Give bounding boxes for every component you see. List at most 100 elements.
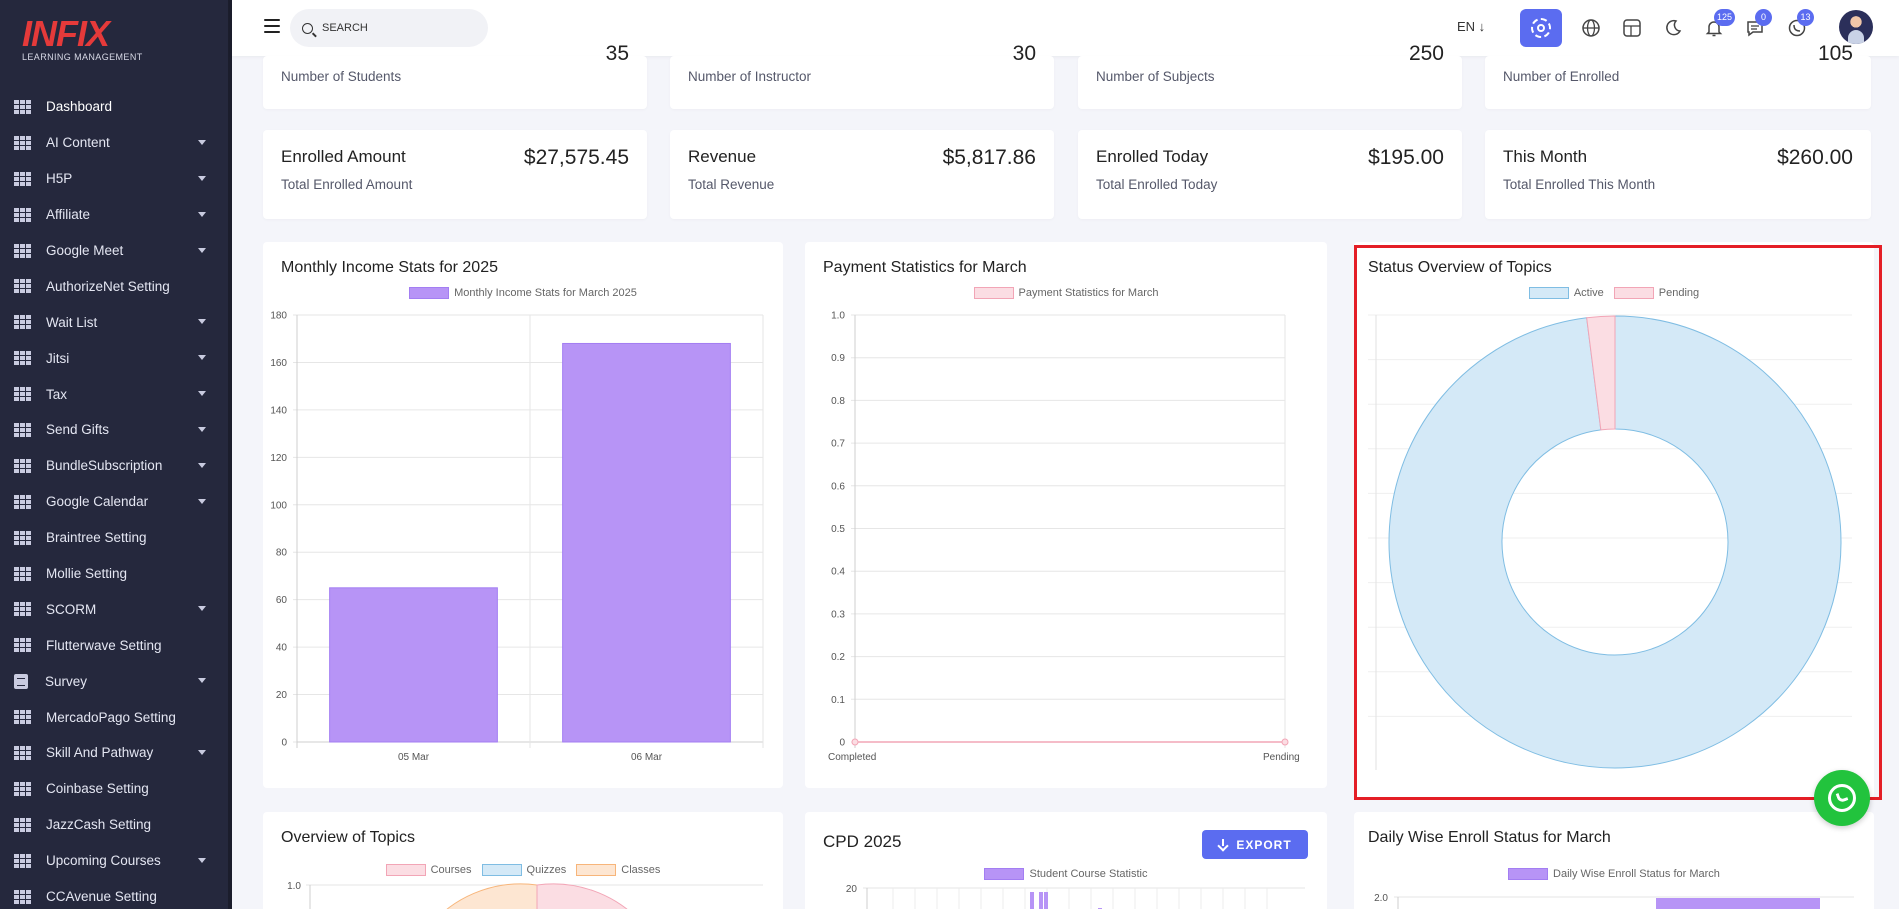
search-box[interactable] [290,9,488,47]
grid-icon [14,135,31,150]
language-selector[interactable]: EN ↓ [1457,19,1486,34]
grid-icon [14,494,31,509]
y-tick-label: 0.7 [831,439,845,450]
sidebar-item-wait-list[interactable]: Wait List [0,304,228,340]
data-point-completed [851,738,859,746]
sidebar-item-label: Google Meet [46,243,124,258]
x-tick-label: Completed [828,752,876,763]
sidebar-item-scorm[interactable]: SCORM [0,591,228,627]
legend-swatch [1613,287,1654,299]
export-label: EXPORT [1236,837,1292,852]
sidebar-item-dashboard[interactable]: Dashboard [0,89,228,125]
sidebar-item-label: Send Gifts [46,422,110,438]
sidebar-item-survey[interactable]: Survey [0,663,228,699]
sidebar-item-h5p[interactable]: H5P [0,161,228,197]
grid-icon [14,889,31,904]
sidebar-item-jazzcash-setting[interactable]: JazzCash Setting [0,807,228,843]
stat-card-students: 35 Number of Students [263,42,647,109]
document-icon [14,673,28,689]
stat-value: $260.00 [1777,146,1853,169]
grid-icon [14,817,31,832]
panel-title: Status Overview of Topics [1368,259,1552,276]
stat-label: Total Enrolled This Month [1503,177,1656,192]
sidebar-item-tax[interactable]: Tax [0,376,228,412]
stat-value: 105 [1817,42,1853,65]
avatar[interactable] [1839,10,1873,44]
search-input[interactable] [322,22,472,34]
cpd-bar [1044,892,1048,909]
legend-item-courses[interactable]: Courses [385,864,472,876]
grid-icon [14,781,31,796]
legend-item-active[interactable]: Active [1528,287,1604,299]
bar-06-mar [562,342,731,743]
grid-icon [14,207,31,222]
chevron-down-icon [198,211,206,217]
sidebar-item-bundlesubscription[interactable]: BundleSubscription [0,448,228,484]
chart-legend: Daily Wise Enroll Status for March [1354,868,1874,880]
sidebar-item-label: SCORM [46,601,97,617]
legend-item-classes[interactable]: Classes [576,864,660,876]
grid-icon [14,602,31,617]
legend-label: Courses [430,864,472,876]
sidebar-item-send-gifts[interactable]: Send Gifts [0,412,228,448]
sidebar-item-coinbase-setting[interactable]: Coinbase Setting [0,771,228,807]
legend-swatch [385,864,426,876]
legend-item-pending[interactable]: Pending [1613,287,1699,299]
stat-card-instructors: 30 Number of Instructor [670,42,1054,109]
legend-item-quizzes[interactable]: Quizzes [481,864,566,876]
whatsapp-chat-button[interactable] [1814,770,1870,826]
legend-item[interactable]: Monthly Income Stats for March 2025 [409,287,637,299]
sidebar-item-ccavenue-setting[interactable]: CCAvenue Setting [0,879,228,909]
y-tick-label: 20 [276,690,288,701]
whatsapp-icon[interactable]: 13 [1784,9,1814,41]
y-tick-label: 80 [276,548,288,559]
menu-icon[interactable] [264,19,280,33]
stat-label: Total Enrolled Today [1096,177,1218,192]
y-tick-label: 0.4 [831,567,845,578]
stat-card-enrolled: 105 Number of Enrolled [1485,42,1871,109]
y-tick-label: 120 [270,453,287,464]
sidebar-item-jitsi[interactable]: Jitsi [0,340,228,376]
stat-value: $27,575.45 [523,146,629,169]
y-tick-label: 0.5 [831,524,845,535]
stat-card-enrolled-today: Enrolled Today $195.00 Total Enrolled To… [1078,130,1462,219]
grid-icon [14,638,31,653]
chevron-down-icon [198,139,206,145]
chevron-down-icon [198,462,206,468]
daily-enroll-chart: 2.0 [1374,893,1854,909]
legend-item[interactable]: Daily Wise Enroll Status for March [1508,868,1720,880]
sidebar-item-flutterwave-setting[interactable]: Flutterwave Setting [0,627,228,663]
sidebar-item-affiliate[interactable]: Affiliate [0,197,228,233]
y-tick-label: 0.2 [831,652,845,663]
sidebar-item-upcoming-courses[interactable]: Upcoming Courses [0,843,228,879]
bell-icon[interactable]: 125 [1701,9,1736,41]
chat-icon[interactable]: 0 [1742,9,1772,41]
sidebar-item-skill-and-pathway[interactable]: Skill And Pathway [0,735,228,771]
chevron-down-icon [198,427,206,433]
chevron-down-icon [198,247,206,253]
sidebar-item-braintree-setting[interactable]: Braintree Setting [0,520,228,556]
sidebar-item-mollie-setting[interactable]: Mollie Setting [0,556,228,592]
y-tick-label: 0 [281,738,287,749]
sidebar-item-authorizenet-setting[interactable]: AuthorizeNet Setting [0,268,228,304]
legend-item[interactable]: Student Course Statistic [984,868,1148,880]
sidebar-item-label: BundleSubscription [46,458,163,474]
stat-label: Number of Students [281,69,402,84]
moon-icon[interactable] [1660,15,1686,41]
legend-item[interactable]: Payment Statistics for March [973,287,1159,299]
globe-icon[interactable] [1578,15,1604,41]
sidebar-item-google-calendar[interactable]: Google Calendar [0,484,228,520]
sidebar-item-mercadopago-setting[interactable]: MercadoPago Setting [0,699,228,735]
y-tick-label: 0.6 [831,481,845,492]
export-button[interactable]: EXPORT [1202,830,1308,859]
chevron-down-icon [198,750,206,756]
cpd-panel: CPD 2025 EXPORT Student Course Statistic… [805,812,1327,909]
grid-icon [14,315,31,330]
y-tick-label: 1.0 [287,881,301,892]
grid-icon [14,745,31,760]
layout-icon[interactable] [1619,15,1645,41]
sidebar-item-ai-content[interactable]: AI Content [0,125,228,161]
brand-logo[interactable]: INFIX LEARNING MANAGEMENT [22,16,143,63]
gear-icon[interactable] [1520,9,1562,47]
sidebar-item-google-meet[interactable]: Google Meet [0,233,228,269]
